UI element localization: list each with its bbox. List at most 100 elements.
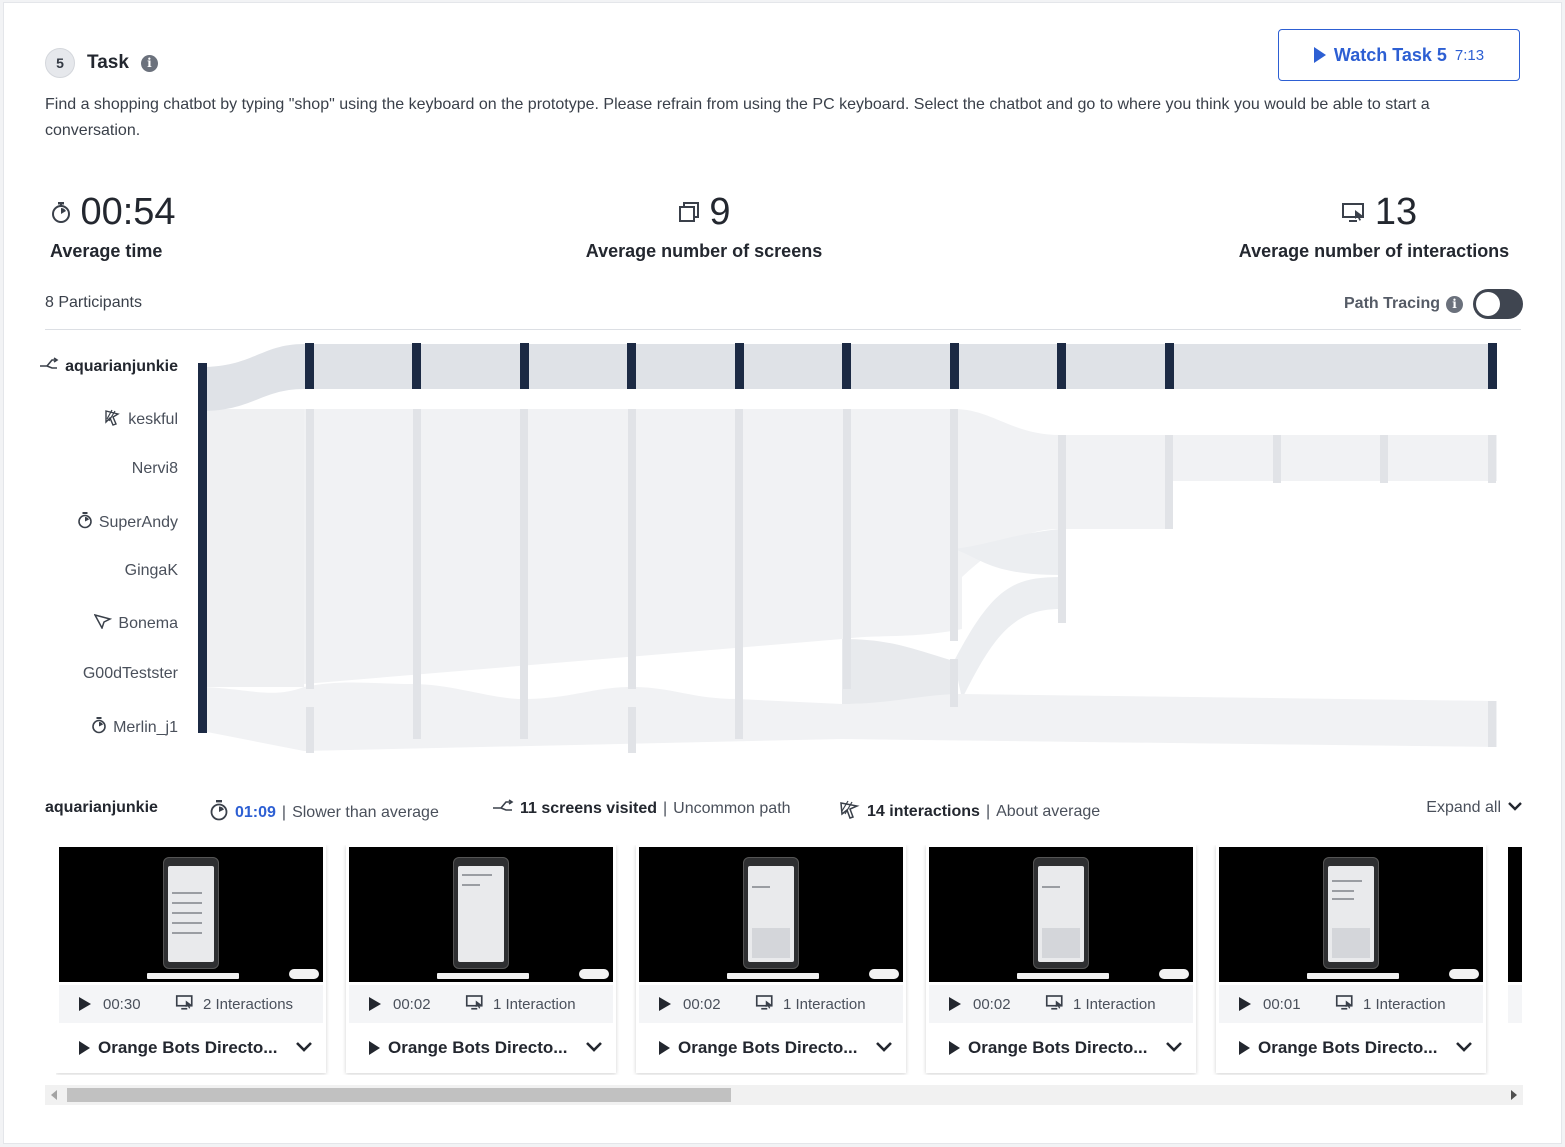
active-screen-node (1057, 343, 1066, 389)
video-controls-bar (727, 973, 819, 979)
screen-node (950, 409, 958, 641)
selected-time-note: Slower than average (292, 803, 439, 821)
interaction-monitor-icon (1341, 200, 1367, 224)
screen-card: 00:02 1 Interaction Orange Bots Directo.… (346, 845, 616, 1073)
screen-interactions-label: 1 Interaction (783, 995, 866, 1013)
horizontal-scrollbar[interactable] (45, 1085, 1523, 1105)
video-pill (289, 969, 319, 979)
separator: | (662, 799, 668, 817)
average-interactions-value: 13 (1374, 190, 1418, 233)
screen-title-toggle[interactable]: Orange Bots Directo... (349, 1033, 613, 1063)
average-time-label: Average time (50, 241, 163, 261)
stopwatch-icon (50, 200, 72, 224)
average-time-value: 00:54 (80, 190, 176, 233)
watch-task-duration: 7:13 (1454, 46, 1485, 64)
screen-video-thumbnail[interactable] (1219, 847, 1483, 982)
participant-bonema[interactable]: Bonema (93, 613, 178, 634)
video-pill (1159, 969, 1189, 979)
participant-name: Bonema (118, 614, 178, 632)
participant-summary: aquarianjunkie 01:09 | Slower than avera… (45, 799, 1523, 823)
toggle-knob (1476, 292, 1501, 316)
flow-band (202, 409, 304, 687)
participant-merlin-j1[interactable]: Merlin_j1 (91, 716, 178, 739)
divider (45, 329, 1521, 330)
interactions-icon (104, 408, 122, 431)
selected-screens-note: Uncommon path (673, 799, 791, 817)
expand-all-button[interactable]: Expand all (1426, 799, 1523, 817)
phone-mockup (163, 857, 219, 969)
screen-interactions: 1 Interaction (1045, 993, 1156, 1015)
screen-title: Orange Bots Directo... (678, 1038, 858, 1057)
play-icon[interactable] (1239, 997, 1251, 1011)
screen-title-toggle[interactable]: Orange Bots Directo... (639, 1033, 903, 1063)
participant-keskful[interactable]: keskful (104, 408, 178, 431)
screen-time: 00:01 (1263, 995, 1301, 1013)
participant-nervi8[interactable]: Nervi8 (132, 460, 178, 478)
stopwatch-icon (209, 799, 229, 826)
participant-gingak[interactable]: GingaK (125, 562, 178, 580)
participant-name: GingaK (124, 562, 178, 579)
screen-node (1273, 435, 1281, 483)
start-node (198, 363, 207, 733)
task-header: 5 Task i (45, 48, 158, 78)
screen-node (735, 409, 743, 739)
info-icon[interactable]: i (140, 54, 158, 72)
interactions-icon (839, 799, 861, 824)
scroll-right-arrow-icon[interactable] (1511, 1090, 1517, 1100)
active-screen-node (412, 343, 421, 389)
screen-title-toggle[interactable]: Orange Bots Directo... (1219, 1033, 1483, 1063)
task-title: Task (87, 52, 129, 73)
next-screen-video-peek[interactable] (1508, 847, 1522, 982)
participants-count: 8 Participants (45, 294, 142, 311)
screen-video-thumbnail[interactable] (639, 847, 903, 982)
stat-average-time: 00:54 Average time (48, 189, 178, 262)
screen-meta: 00:02 1 Interaction (349, 985, 613, 1023)
expand-all-label: Expand all (1426, 799, 1501, 816)
participant-g00dtestster[interactable]: G00dTestster (83, 665, 178, 683)
flow-band (954, 529, 1060, 575)
screen-interactions: 2 Interactions (175, 993, 293, 1015)
chevron-down-icon (585, 1038, 603, 1058)
flow-band (954, 577, 1060, 699)
screen-node (413, 409, 421, 739)
screen-video-thumbnail[interactable] (929, 847, 1193, 982)
video-controls-bar (1307, 973, 1399, 979)
play-icon[interactable] (949, 997, 961, 1011)
info-icon[interactable]: i (1446, 295, 1464, 313)
path-tracing-toggle[interactable] (1473, 289, 1524, 319)
screen-video-thumbnail[interactable] (349, 847, 613, 982)
screen-video-thumbnail[interactable] (59, 847, 323, 982)
play-icon[interactable] (659, 997, 671, 1011)
participant-name: G00dTestster (82, 665, 178, 682)
screen-thumbnails-strip: 00:30 2 Interactions Orange Bots Directo… (56, 845, 1523, 1075)
screen-title: Orange Bots Directo... (98, 1038, 278, 1057)
screen-node (520, 409, 528, 739)
chevron-down-icon (1507, 799, 1523, 817)
screen-title-toggle[interactable]: Orange Bots Directo... (59, 1033, 323, 1063)
screen-meta: 00:02 1 Interaction (929, 985, 1193, 1023)
screen-title-toggle[interactable]: Orange Bots Directo... (929, 1033, 1193, 1063)
scroll-left-arrow-icon[interactable] (51, 1090, 57, 1100)
selected-time: 01:09 (235, 803, 276, 821)
screen-title: Orange Bots Directo... (1258, 1038, 1438, 1057)
video-controls-bar (147, 973, 239, 979)
play-icon[interactable] (79, 997, 91, 1011)
separator: | (281, 803, 287, 821)
video-controls-bar (437, 973, 529, 979)
screen-interactions-label: 2 Interactions (203, 995, 294, 1013)
participant-aquarianjunkie[interactable]: aquarianjunkie (39, 357, 178, 376)
watch-task-button[interactable]: Watch Task 5 7:13 (1278, 29, 1520, 81)
task-description: Find a shopping chatbot by typing "shop"… (45, 96, 1430, 139)
active-screen-node (1488, 343, 1497, 389)
participant-superandy[interactable]: SuperAndy (77, 511, 178, 534)
stat-average-screens: 9 Average number of screens (564, 189, 844, 262)
screen-card: 00:02 1 Interaction Orange Bots Directo.… (636, 845, 906, 1073)
participant-name: SuperAndy (98, 513, 178, 531)
play-icon[interactable] (369, 997, 381, 1011)
screen-interactions-label: 1 Interaction (1363, 995, 1446, 1013)
participant-name: keskful (128, 410, 178, 428)
uncommon-path-icon (39, 357, 59, 376)
scrollbar-thumb[interactable] (67, 1088, 731, 1102)
screen-node (950, 659, 958, 707)
screen-interactions-label: 1 Interaction (493, 995, 576, 1013)
